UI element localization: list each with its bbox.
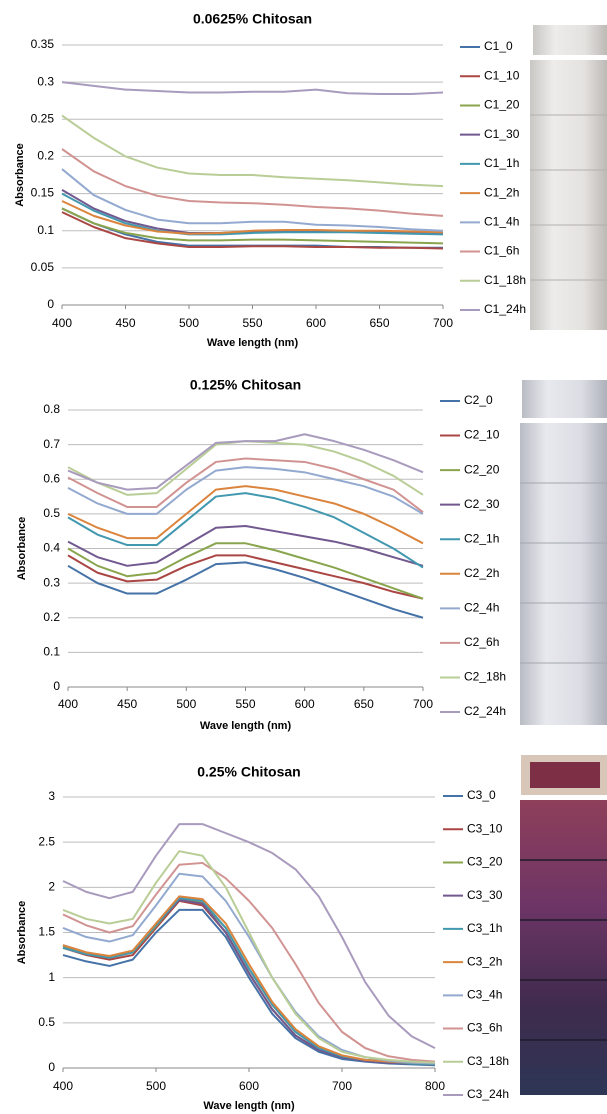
legend-label: C1_1h (484, 156, 519, 170)
legend-label: C2_10 (464, 428, 500, 442)
x-tick-label: 800 (425, 1079, 445, 1093)
y-tick-label: 0 (47, 297, 54, 311)
x-axis-title: Wave length (nm) (203, 1100, 295, 1112)
series-line (62, 208, 443, 243)
x-tick-label: 400 (58, 697, 78, 711)
legend-label: C3_1h (467, 921, 502, 935)
legend-label: C3_30 (467, 888, 503, 902)
legend-label: C1_2h (484, 185, 519, 199)
x-tick-label: 450 (115, 316, 135, 330)
y-tick-label: 0.3 (43, 575, 60, 589)
legend-label: C3_20 (467, 855, 503, 869)
y-tick-label: 0.25 (31, 111, 55, 125)
y-tick-label: 0 (53, 679, 60, 693)
legend-label: C2_4h (464, 601, 499, 615)
series-line (68, 467, 423, 514)
x-tick-label: 700 (433, 316, 453, 330)
legend-label: C3_2h (467, 954, 502, 968)
x-tick-label: 550 (235, 697, 255, 711)
y-tick-label: 0.05 (31, 260, 55, 274)
y-axis-title: Absorbance (14, 143, 26, 207)
y-tick-label: 1.5 (38, 925, 55, 939)
series-line (63, 898, 435, 1064)
y-axis-title: Absorbance (16, 901, 28, 965)
y-tick-label: 0.2 (43, 610, 60, 624)
x-axis-title: Wave length (nm) (200, 720, 292, 732)
x-tick-label: 450 (117, 697, 137, 711)
legend-label: C2_30 (464, 497, 500, 511)
x-tick-label: 400 (52, 316, 72, 330)
legend-label: C2_1h (464, 531, 499, 545)
y-tick-label: 0.2 (37, 149, 54, 163)
legend-label: C3_6h (467, 1021, 502, 1035)
x-tick-label: 650 (369, 316, 389, 330)
chart-title: 0.0625% Chitosan (193, 11, 312, 27)
legend-label: C1_30 (484, 127, 520, 141)
legend-label: C2_20 (464, 462, 500, 476)
cuvette-photo (520, 755, 607, 1095)
legend-label: C3_4h (467, 988, 502, 1002)
series-line (62, 82, 443, 94)
y-tick-label: 0.35 (31, 37, 55, 51)
legend-label: C3_24h (467, 1087, 509, 1101)
y-tick-label: 1 (48, 970, 55, 984)
y-tick-label: 3 (48, 789, 55, 803)
x-tick-label: 600 (295, 697, 315, 711)
y-tick-label: 0.3 (37, 74, 54, 88)
legend-label: C2_0 (464, 393, 493, 407)
legend-label: C2_6h (464, 635, 499, 649)
series-line (63, 899, 435, 1064)
legend-label: C2_18h (464, 670, 506, 684)
series-line (68, 562, 423, 617)
legend-label: C3_10 (467, 821, 503, 835)
x-tick-label: 500 (179, 316, 199, 330)
legend-label: C1_4h (484, 215, 519, 229)
y-tick-label: 0.6 (43, 471, 60, 485)
legend-label: C1_6h (484, 244, 519, 258)
legend-label: C2_2h (464, 566, 499, 580)
legend-label: C1_18h (484, 273, 526, 287)
legend-label: C1_20 (484, 98, 520, 112)
y-tick-label: 2.5 (38, 834, 55, 848)
legend-label: C1_10 (484, 68, 520, 82)
x-tick-label: 600 (239, 1079, 259, 1093)
series-line (68, 486, 423, 543)
figure: 0.0625% Chitosan 0 0.05 0.1 0.15 0.2 0.25 0.3 0.… (0, 0, 607, 1114)
x-tick-label: 700 (332, 1079, 352, 1093)
series-line (62, 116, 443, 187)
y-tick-label: 0.5 (38, 1015, 55, 1029)
cuvette-photo (520, 380, 607, 725)
series-line (63, 900, 435, 1064)
y-tick-label: 0.8 (43, 402, 60, 416)
legend-label: C2_24h (464, 704, 506, 718)
y-tick-label: 2 (48, 880, 55, 894)
y-tick-label: 0.15 (31, 186, 55, 200)
chart-title: 0.25% Chitosan (197, 764, 300, 780)
y-axis-title: Absorbance (16, 517, 28, 581)
x-tick-label: 400 (53, 1079, 73, 1093)
x-tick-label: 600 (306, 316, 326, 330)
chart-title: 0.125% Chitosan (190, 377, 301, 393)
x-tick-label: 500 (176, 697, 196, 711)
y-tick-label: 0.4 (43, 541, 60, 555)
legend-label: C1_0 (484, 39, 513, 53)
legend-label: C3_0 (467, 788, 496, 802)
y-tick-label: 0.1 (43, 645, 60, 659)
page: {"chart_data": [ {"type": "line", "title… (0, 0, 607, 1114)
x-tick-label: 500 (146, 1079, 166, 1093)
legend-label: C1_24h (484, 302, 526, 316)
x-tick-label: 550 (242, 316, 262, 330)
x-tick-label: 650 (354, 697, 374, 711)
y-tick-label: 0.7 (43, 437, 60, 451)
y-tick-label: 0 (48, 1060, 55, 1074)
x-axis-title: Wave length (nm) (207, 337, 299, 349)
series-line (68, 526, 423, 566)
series-line (63, 901, 435, 1065)
cuvette-photo (530, 25, 607, 330)
y-tick-label: 0.1 (37, 223, 54, 237)
y-tick-label: 0.5 (43, 506, 60, 520)
x-tick-label: 700 (413, 697, 433, 711)
legend-label: C3_18h (467, 1054, 509, 1068)
